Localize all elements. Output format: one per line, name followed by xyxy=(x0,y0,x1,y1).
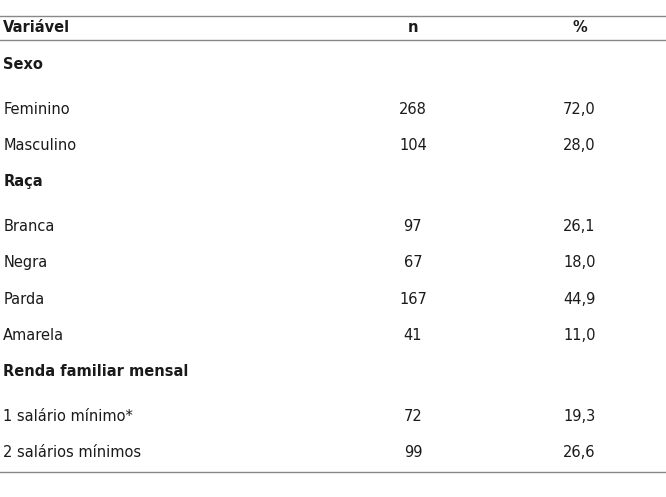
Text: 72: 72 xyxy=(404,409,422,424)
Text: 1 salário mínimo*: 1 salário mínimo* xyxy=(3,409,133,424)
Text: 18,0: 18,0 xyxy=(563,255,595,270)
Text: 99: 99 xyxy=(404,445,422,460)
Text: Negra: Negra xyxy=(3,255,47,270)
Text: 11,0: 11,0 xyxy=(563,328,595,343)
Text: 41: 41 xyxy=(404,328,422,343)
Text: Parda: Parda xyxy=(3,292,45,307)
Text: n: n xyxy=(408,20,418,35)
Text: Masculino: Masculino xyxy=(3,138,77,153)
Text: Variável: Variável xyxy=(3,20,71,35)
Text: Renda familiar mensal: Renda familiar mensal xyxy=(3,364,188,379)
Text: 97: 97 xyxy=(404,219,422,234)
Text: 67: 67 xyxy=(404,255,422,270)
Text: Feminino: Feminino xyxy=(3,102,70,117)
Text: Raça: Raça xyxy=(3,174,43,189)
Text: Sexo: Sexo xyxy=(3,57,43,72)
Text: 104: 104 xyxy=(399,138,427,153)
Text: 26,6: 26,6 xyxy=(563,445,595,460)
Text: %: % xyxy=(572,20,587,35)
Text: 28,0: 28,0 xyxy=(563,138,595,153)
Text: 72,0: 72,0 xyxy=(563,102,596,117)
Text: 44,9: 44,9 xyxy=(563,292,595,307)
Text: Branca: Branca xyxy=(3,219,55,234)
Text: 167: 167 xyxy=(399,292,427,307)
Text: 26,1: 26,1 xyxy=(563,219,595,234)
Text: 2 salários mínimos: 2 salários mínimos xyxy=(3,445,141,460)
Text: 268: 268 xyxy=(399,102,427,117)
Text: Amarela: Amarela xyxy=(3,328,65,343)
Text: 19,3: 19,3 xyxy=(563,409,595,424)
